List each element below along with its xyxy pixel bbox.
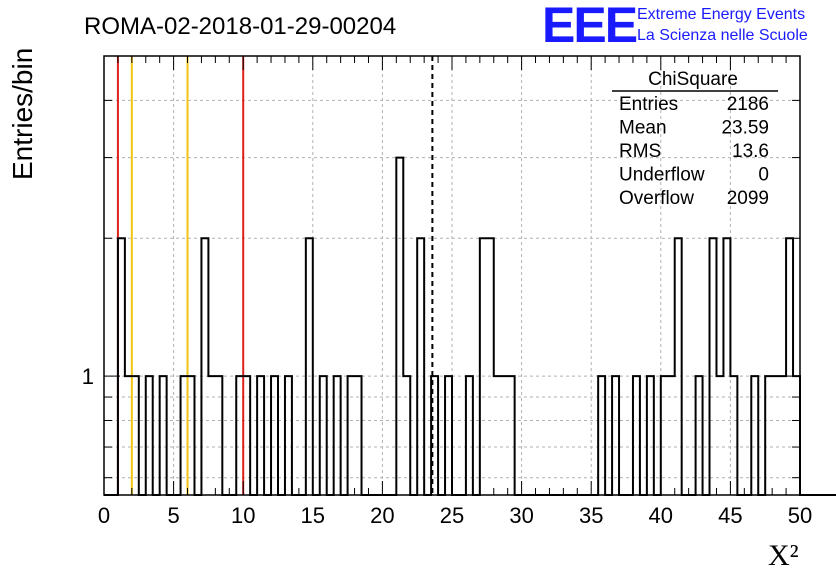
- histogram-bin: [355, 376, 362, 495]
- y-axis-label: Entries/bin: [7, 48, 38, 180]
- stats-row-value: 2186: [727, 94, 769, 115]
- histogram-bin: [710, 238, 717, 495]
- y-ticks: 1: [82, 99, 800, 479]
- histogram-bin: [668, 376, 675, 495]
- histogram-bin: [188, 376, 195, 495]
- x-tick-label: 15: [301, 503, 325, 528]
- y-tick-label: 1: [82, 364, 94, 389]
- histogram-bin: [696, 376, 703, 495]
- histogram-bin: [132, 376, 139, 495]
- histogram-bin: [257, 376, 264, 495]
- logo-line-1: Extreme Energy Events: [637, 6, 805, 23]
- histogram-bin: [271, 376, 278, 495]
- logo-mark: EEE: [542, 0, 637, 53]
- histogram-bin: [348, 376, 355, 495]
- histogram-bin: [716, 376, 723, 495]
- histogram-bin: [751, 376, 758, 495]
- histogram-bin: [612, 376, 619, 495]
- stats-row-label: Underflow: [619, 165, 705, 186]
- stats-box: ChiSquare Entries 2186 Mean 23.59 RMS 13.6 Und…: [612, 69, 778, 209]
- histogram-bin: [445, 376, 452, 495]
- x-tick-label: 35: [579, 503, 603, 528]
- histogram-bin: [215, 376, 222, 495]
- x-tick-label: 30: [509, 503, 533, 528]
- x-ticks: 0 5 10 15 20 25 30 35 40 45 50: [98, 56, 812, 528]
- histogram-bin: [487, 238, 494, 495]
- stats-row-value: 13.6: [732, 141, 769, 162]
- histogram-bin: [243, 376, 250, 495]
- histogram-bin: [765, 376, 772, 495]
- x-tick-label: 45: [718, 503, 742, 528]
- histogram-bin: [730, 376, 737, 495]
- histogram-bin: [285, 376, 292, 495]
- histogram-bin: [633, 376, 640, 495]
- histogram-bin: [480, 238, 487, 495]
- stats-row-value: 2099: [727, 188, 769, 209]
- histogram-bin: [125, 376, 132, 495]
- histogram-bin: [723, 238, 730, 495]
- histogram-bin: [403, 376, 410, 495]
- histogram-bin: [181, 376, 188, 495]
- histogram-bin: [675, 238, 682, 495]
- histogram-bin: [160, 376, 167, 495]
- stats-row-label: Entries: [619, 94, 678, 115]
- histogram-bin: [118, 238, 125, 495]
- eee-logo: EEE Extreme Energy Events La Scienza nel…: [542, 0, 808, 53]
- histogram-bin: [793, 376, 800, 495]
- stats-title: ChiSquare: [648, 69, 738, 90]
- histogram-bin: [306, 238, 313, 495]
- x-tick-label: 50: [788, 503, 812, 528]
- chart-title: ROMA-02-2018-01-29-00204: [84, 13, 396, 40]
- histogram-bin: [417, 238, 424, 495]
- histogram-bin: [494, 376, 501, 495]
- x-tick-label: 5: [167, 503, 179, 528]
- histogram-bin: [466, 376, 473, 495]
- x-axis-label: X²: [768, 539, 799, 572]
- x-tick-label: 40: [649, 503, 673, 528]
- histogram-bin: [236, 376, 243, 495]
- histogram-bin: [201, 238, 208, 495]
- stats-rows: Entries 2186 Mean 23.59 RMS 13.6 Underflow 0 Ove…: [619, 94, 769, 209]
- histogram-bin: [334, 376, 341, 495]
- histogram-bin: [431, 376, 438, 495]
- histogram-bin: [779, 376, 786, 495]
- histogram-bin: [508, 376, 515, 495]
- stats-row-label: Mean: [619, 118, 667, 139]
- histogram-bin: [396, 158, 403, 495]
- histogram-bin: [146, 376, 153, 495]
- x-tick-label: 0: [98, 503, 110, 528]
- stats-row-value: 23.59: [721, 118, 769, 139]
- histogram-bin: [786, 238, 793, 495]
- histogram-bin: [661, 376, 668, 495]
- histogram-bin: [598, 376, 605, 495]
- stats-row-label: Overflow: [619, 188, 694, 209]
- histogram-bin: [501, 376, 508, 495]
- x-tick-label: 10: [231, 503, 255, 528]
- stats-row-value: 0: [758, 165, 769, 186]
- histogram-bin: [647, 376, 654, 495]
- x-tick-label: 25: [440, 503, 464, 528]
- x-tick-label: 20: [370, 503, 394, 528]
- stats-row-label: RMS: [619, 141, 661, 162]
- histogram-bin: [772, 376, 779, 495]
- histogram-bin: [208, 376, 215, 495]
- logo-line-2: La Scienza nelle Scuole: [637, 27, 808, 44]
- histogram-bin: [320, 376, 327, 495]
